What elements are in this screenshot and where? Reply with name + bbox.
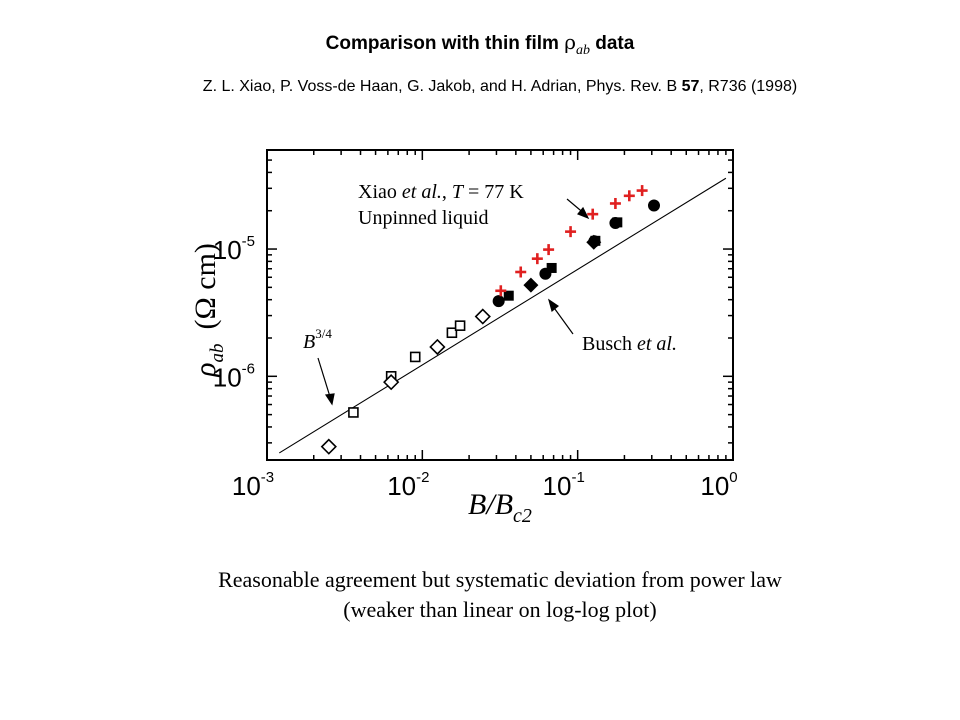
slide-title: Comparison with thin film ρab data xyxy=(0,30,960,59)
y-tick-label: 10-6 xyxy=(213,360,255,392)
y-tick-label-exp: -5 xyxy=(242,233,255,250)
open-diamond-point xyxy=(429,338,446,356)
x-tick-label: 10-2 xyxy=(387,469,429,501)
xiao-annotation-line2: Unpinned liquid xyxy=(358,207,489,229)
cross-point xyxy=(543,244,555,256)
x-tick-label-base: 10 xyxy=(387,471,416,501)
title-tail: data xyxy=(589,33,635,54)
x-tick-label-base: 10 xyxy=(232,471,261,501)
y-axis-label-main: ρ xyxy=(189,363,222,378)
citation-tail: , R736 (1998) xyxy=(699,78,798,95)
open-diamond-point xyxy=(474,308,491,325)
cross-point xyxy=(515,266,527,278)
power-base: B xyxy=(303,331,315,353)
cross-point xyxy=(636,185,648,197)
x-tick-label: 10-1 xyxy=(543,469,585,501)
citation-volume: 57 xyxy=(681,78,700,95)
xiao-c: , xyxy=(442,181,452,203)
y-tick-label-base: 10 xyxy=(213,235,242,265)
citation: Z. L. Xiao, P. Voss-de Haan, G. Jakob, a… xyxy=(0,78,960,96)
cross-point xyxy=(565,226,577,238)
x-tick-label-exp: -1 xyxy=(571,469,584,486)
plot-frame xyxy=(266,149,734,461)
svg-text:ρab(Ω cm): ρab (Ω cm) xyxy=(189,243,228,378)
title-sub: ab xyxy=(575,42,590,58)
filled-square-point xyxy=(612,217,623,228)
y-tick-label: 10-5 xyxy=(213,233,255,265)
title-rho: ρ xyxy=(564,30,576,54)
citation-authors: Z. L. Xiao, P. Voss-de Haan, G. Jakob, a… xyxy=(202,78,682,95)
busch-a: Busch xyxy=(582,333,637,355)
x-tick-label-exp: -2 xyxy=(416,469,429,486)
axis-ticks xyxy=(266,150,734,460)
x-tick-label-base: 10 xyxy=(700,471,729,501)
open-square-point xyxy=(348,407,359,418)
cross-point xyxy=(495,285,507,297)
x-axis-label-main: B/B xyxy=(468,488,513,521)
filled-square-point xyxy=(503,290,514,301)
x-tick-label: 100 xyxy=(700,469,737,501)
power-exp: 3/4 xyxy=(315,326,332,341)
x-tick-label-exp: -3 xyxy=(261,469,274,486)
arrow-busch xyxy=(547,298,574,335)
xiao-annotation-line1: Xiao et al., T = 77 K xyxy=(358,181,524,203)
caption-line-1: Reasonable agreement but systematic devi… xyxy=(218,567,782,592)
x-axis-label: B/Bc2 xyxy=(468,488,532,527)
x-axis-label-sub: c2 xyxy=(513,505,532,527)
arrow-power-law xyxy=(317,357,335,406)
filled-diamond-point xyxy=(586,234,602,250)
open-diamond-point xyxy=(383,374,400,391)
y-tick-label-base: 10 xyxy=(213,362,242,392)
power-law-annotation: B3/4 xyxy=(303,326,332,353)
open-square-point xyxy=(409,351,421,363)
y-tick-label-exp: -6 xyxy=(242,360,255,377)
x-tick-label-base: 10 xyxy=(543,471,572,501)
xiao-a: Xiao xyxy=(358,181,402,203)
open-square-point xyxy=(446,327,458,339)
y-axis-label-units: (Ω cm) xyxy=(189,243,222,329)
power-law-fit-line xyxy=(279,177,727,454)
busch-annotation: Busch et al. xyxy=(582,333,677,355)
cross-point xyxy=(609,197,621,209)
open-diamond-point xyxy=(320,438,337,455)
y-axis-label-sub: ab xyxy=(207,344,228,363)
x-tick-label-exp: 0 xyxy=(729,469,737,486)
xiao-d: T xyxy=(452,181,465,203)
filled-square-point xyxy=(546,262,557,273)
open-square-point xyxy=(454,320,466,331)
data-markers xyxy=(320,185,660,455)
arrow-xiao xyxy=(566,198,590,220)
xiao-e: = 77 K xyxy=(463,181,524,203)
busch-b: et al. xyxy=(637,333,677,355)
y-axis-label: ρab (Ω cm) xyxy=(189,243,228,378)
filled-circle-point xyxy=(492,295,505,308)
cross-point xyxy=(623,190,635,202)
filled-circle-point xyxy=(647,199,660,212)
filled-diamond-point xyxy=(523,277,539,293)
caption-line-2: (weaker than linear on log-log plot) xyxy=(343,597,657,622)
x-tick-label: 10-3 xyxy=(232,469,274,501)
cross-point xyxy=(587,208,599,220)
cross-point xyxy=(531,253,543,265)
title-text: Comparison with thin film xyxy=(325,33,565,54)
xiao-b: et al. xyxy=(402,181,442,203)
